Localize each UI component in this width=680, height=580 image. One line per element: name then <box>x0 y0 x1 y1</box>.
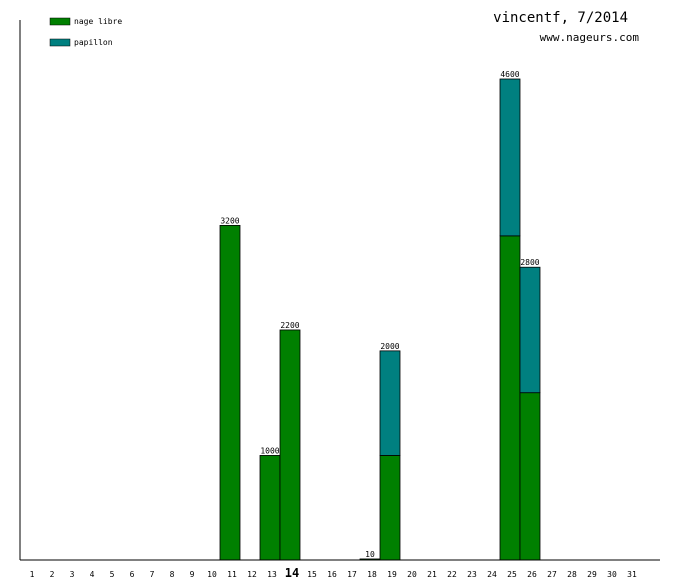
x-tick-label-24: 24 <box>487 570 497 579</box>
legend-label-nage-libre: nage libre <box>74 17 122 26</box>
x-tick-label-5: 5 <box>110 570 115 579</box>
legend: nage libre papillon <box>49 17 122 47</box>
value-labels: 3200 1000 2200 10 2000 4600 2800 <box>220 70 539 559</box>
bar-papillon-day-25 <box>499 78 521 237</box>
x-tick-label-17: 17 <box>347 570 357 579</box>
x-tick-label-18: 18 <box>367 570 377 579</box>
value-label-day-19: 2000 <box>380 342 399 351</box>
site-url: www.nageurs.com <box>540 31 640 44</box>
bar-nage-libre-day-26 <box>519 392 541 561</box>
x-tick-label-30: 30 <box>607 570 617 579</box>
x-tick-label-10: 10 <box>207 570 217 579</box>
bar-nage-libre-day-19 <box>379 455 401 561</box>
bar-papillon-day-26 <box>519 266 541 394</box>
x-tick-label-22: 22 <box>447 570 457 579</box>
x-tick-label-3: 3 <box>70 570 75 579</box>
legend-label-papillon: papillon <box>74 38 113 47</box>
value-label-day-18: 10 <box>365 550 375 559</box>
chart-title: vincentf, 7/2014 <box>493 10 628 26</box>
x-tick-label-9: 9 <box>190 570 195 579</box>
x-tick-label-1: 1 <box>30 570 35 579</box>
bar-nage-libre-day-13 <box>259 455 281 561</box>
x-tick-label-25: 25 <box>507 570 517 579</box>
bars <box>219 78 541 561</box>
x-tick-label-4: 4 <box>90 570 95 579</box>
x-tick-label-29: 29 <box>587 570 597 579</box>
value-label-day-26: 2800 <box>520 258 539 267</box>
x-tick-label-15: 15 <box>307 570 317 579</box>
x-tick-labels: 1 2 3 4 5 6 7 8 9 10 11 12 13 14 15 16 17 18 19 20 21 22 23 24 2… <box>30 566 637 580</box>
legend-swatch-nage-libre <box>49 17 71 26</box>
x-tick-label-19: 19 <box>387 570 397 579</box>
x-tick-label-6: 6 <box>130 570 135 579</box>
x-tick-label-12: 12 <box>247 570 257 579</box>
x-tick-label-2: 2 <box>50 570 55 579</box>
x-tick-label-27: 27 <box>547 570 557 579</box>
x-tick-label-8: 8 <box>170 570 175 579</box>
x-tick-label-20: 20 <box>407 570 417 579</box>
x-tick-label-7: 7 <box>150 570 155 579</box>
x-tick-label-26: 26 <box>527 570 537 579</box>
x-tick-label-14: 14 <box>285 566 299 580</box>
x-tick-label-11: 11 <box>227 570 237 579</box>
x-tick-label-21: 21 <box>427 570 437 579</box>
bar-nage-libre-day-11 <box>219 224 241 561</box>
value-label-day-25: 4600 <box>500 70 519 79</box>
value-label-day-14: 2200 <box>280 321 299 330</box>
value-label-day-13: 1000 <box>260 446 279 455</box>
bar-papillon-day-19 <box>379 350 401 456</box>
bar-nage-libre-day-25 <box>499 235 521 561</box>
x-tick-label-31: 31 <box>627 570 637 579</box>
legend-swatch-papillon <box>49 38 71 47</box>
x-tick-label-16: 16 <box>327 570 337 579</box>
axes <box>19 20 660 561</box>
x-tick-label-23: 23 <box>467 570 477 579</box>
x-tick-label-13: 13 <box>267 570 277 579</box>
bar-nage-libre-day-14 <box>279 329 301 561</box>
value-label-day-11: 3200 <box>220 216 239 225</box>
x-tick-label-28: 28 <box>567 570 577 579</box>
